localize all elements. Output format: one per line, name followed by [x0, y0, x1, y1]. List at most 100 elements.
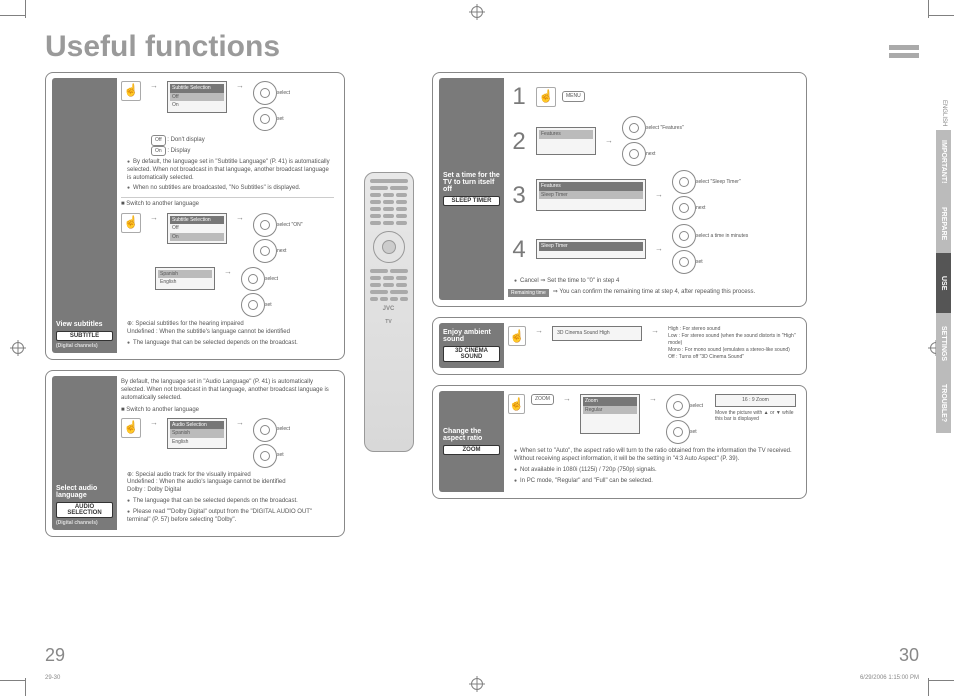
remote-control: JVC TV: [364, 172, 414, 452]
arrow-icon: →: [563, 394, 571, 404]
audio-title: Select audio language: [56, 485, 113, 499]
arrow-icon: →: [150, 213, 158, 223]
undefined-text: Undefined : When the subtitle's language…: [127, 329, 334, 337]
arrow-icon: →: [535, 326, 543, 336]
off-label: Off: [151, 135, 166, 146]
arrow-icon: →: [655, 244, 663, 254]
sleep-title: Set a time for the TV to turn itself off: [443, 172, 500, 193]
osd-title: Zoom: [583, 397, 637, 406]
language-label: ENGLISH: [941, 100, 947, 126]
tab-trouble[interactable]: TROUBLE?: [936, 373, 951, 433]
dial-icon: [253, 444, 277, 468]
tab-settings[interactable]: SETTINGS: [936, 313, 951, 373]
osd-row: English: [158, 278, 212, 287]
opt-desc: : Turns off "3D Cinema Sound": [676, 354, 744, 360]
osd-row: Spanish: [170, 429, 224, 438]
arrow-icon: →: [236, 213, 244, 223]
osd-row: Features: [539, 130, 593, 139]
osd-title: Features: [539, 182, 643, 191]
opt-label: High: [668, 326, 678, 332]
dial-label: select "Sleep Timer": [696, 179, 741, 186]
title-bars: [889, 45, 919, 61]
osd-row: Off: [170, 224, 224, 233]
arrow-icon: →: [236, 418, 244, 428]
step-num: 2: [508, 126, 530, 157]
dial-icon: [622, 116, 646, 140]
dial-label: select: [277, 426, 290, 433]
subtitle-osd3: Spanish English: [155, 267, 215, 290]
bullet-text: The language that can be selected depend…: [127, 498, 334, 506]
osd-row: Sleep Timer: [539, 191, 643, 200]
step-num: 1: [508, 81, 530, 112]
subtitle-button: SUBTITLE: [56, 331, 113, 341]
remaining-label: Remaining time: [508, 289, 549, 298]
dial-icon: [253, 239, 277, 263]
opt-label: Low: [668, 333, 677, 339]
osd-row: Off: [170, 93, 224, 102]
zoom-title: Change the aspect ratio: [443, 428, 500, 442]
bullet-text: The language that can be selected depend…: [127, 340, 334, 348]
page-num-right: 30: [899, 645, 919, 666]
arrow-icon: →: [236, 81, 244, 91]
tab-prepare[interactable]: PREPARE: [936, 193, 951, 253]
subtitle-osd2: Subtitle Selection Off On: [167, 213, 227, 245]
dial-label: select: [277, 90, 290, 97]
audio-button: AUDIO SELECTION: [56, 502, 113, 518]
dial-icon: [672, 250, 696, 274]
step-num: 3: [508, 180, 530, 211]
dial-label: set: [277, 452, 284, 459]
dial-icon: [672, 170, 696, 194]
hand-icon: ☝: [508, 394, 525, 414]
dial-icon: [666, 394, 690, 418]
visual-text: : Special audio track for the visually i…: [132, 472, 251, 478]
switch-heading: Switch to another language: [126, 201, 199, 207]
arrow-icon: →: [649, 394, 657, 404]
arrow-icon: →: [655, 190, 663, 200]
audio-section: Select audio language AUDIO SELECTION (D…: [45, 370, 345, 537]
osd-row: Spanish: [158, 270, 212, 279]
dial-icon: [622, 142, 646, 166]
dial-icon: [666, 420, 690, 444]
dial-label: select "ON": [277, 222, 303, 229]
osd-row: English: [170, 438, 224, 447]
dial-label: select: [690, 403, 703, 410]
remaining-text: ⇒ You can confirm the remaining time at …: [553, 289, 755, 297]
audio-osd: Audio Selection Spanish English: [167, 418, 227, 450]
zoom-btn-icon: ZOOM: [531, 394, 554, 405]
dial-icon: [253, 213, 277, 237]
bullet-text: Please read ""Dolby Digital" output from…: [127, 509, 334, 525]
zoom-button: ZOOM: [443, 445, 500, 455]
subtitle-title: View subtitles: [56, 321, 113, 328]
zoom-bar: 16 : 9 Zoom: [715, 394, 796, 407]
dial-label: next: [646, 151, 655, 158]
tab-use[interactable]: USE: [936, 253, 951, 313]
hand-icon: ☝: [121, 81, 141, 101]
opt-label: Off: [668, 354, 675, 360]
osd-row: 3D Cinema Sound High: [555, 329, 639, 338]
subtitle-label: View subtitles SUBTITLE (Digital channel…: [52, 78, 117, 353]
cinema-label: Enjoy ambient sound 3D CINEMA SOUND: [439, 323, 504, 368]
move-text: Move the picture with ▲ or ▼ while this …: [715, 410, 796, 423]
dial-icon: [241, 267, 265, 291]
footer-file: 29-30: [45, 675, 60, 681]
dial-label: select: [265, 276, 278, 283]
dial-icon: [672, 196, 696, 220]
undefined-text: Undefined : When the audio's language ca…: [127, 479, 334, 487]
remote-dpad: [373, 231, 405, 263]
sleep-label: Set a time for the TV to turn itself off…: [439, 78, 504, 300]
dial-icon: [253, 107, 277, 131]
sleep-osd2: Features: [536, 127, 596, 155]
osd-row: On: [170, 101, 224, 110]
opt-desc: : For mono sound (emulates a stereo-like…: [682, 347, 790, 353]
cancel-text: Cancel ⇒ Set the time to "0" in step 4: [514, 278, 796, 286]
page-num-left: 29: [45, 645, 65, 666]
dial-label: set: [690, 429, 697, 436]
bullet-text: In PC mode, "Regular" and "Full" can be …: [514, 478, 796, 486]
audio-note: (Digital channels): [56, 520, 113, 526]
opt-label: Mono: [668, 347, 681, 353]
menu-button-icon: MENU: [562, 91, 585, 102]
tab-important[interactable]: IMPORTANT!: [936, 130, 951, 193]
sleep-osd4: Sleep Timer: [536, 239, 646, 259]
dial-label: set: [696, 259, 703, 266]
dial-label: select "Features": [646, 125, 684, 132]
